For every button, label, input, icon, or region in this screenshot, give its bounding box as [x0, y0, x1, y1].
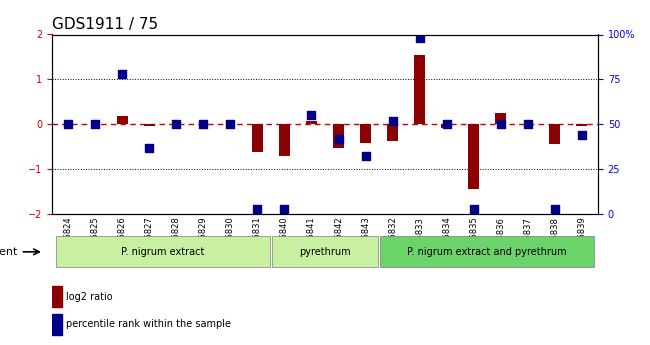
FancyBboxPatch shape: [56, 236, 270, 267]
Text: agent: agent: [0, 247, 18, 257]
Point: [415, 35, 425, 41]
Point: [225, 121, 235, 127]
Text: P. nigrum extract and pyrethrum: P. nigrum extract and pyrethrum: [408, 247, 567, 257]
Text: pyrethrum: pyrethrum: [299, 247, 351, 257]
Point: [171, 121, 181, 127]
Point: [280, 206, 290, 211]
FancyBboxPatch shape: [272, 236, 378, 267]
Bar: [279, 124, 290, 157]
Point: [577, 132, 587, 138]
Text: percentile rank within the sample: percentile rank within the sample: [66, 319, 231, 329]
Bar: [306, 121, 317, 124]
Bar: [441, 124, 452, 128]
Bar: [414, 55, 425, 124]
FancyBboxPatch shape: [380, 236, 594, 267]
Text: log2 ratio: log2 ratio: [66, 292, 112, 302]
Point: [387, 118, 398, 124]
Point: [495, 121, 506, 127]
Point: [360, 154, 370, 159]
Point: [252, 206, 263, 211]
Point: [144, 145, 155, 150]
Point: [306, 112, 317, 118]
Bar: [549, 124, 560, 144]
Bar: [387, 124, 398, 141]
Point: [441, 121, 452, 127]
Point: [63, 121, 73, 127]
Bar: [468, 124, 479, 189]
Bar: [52, 286, 62, 307]
Bar: [333, 124, 344, 148]
Bar: [360, 124, 371, 143]
Text: P. nigrum extract: P. nigrum extract: [121, 247, 205, 257]
Point: [90, 121, 101, 127]
Point: [523, 121, 533, 127]
Point: [198, 121, 209, 127]
Point: [549, 206, 560, 211]
Bar: [252, 124, 263, 152]
Bar: [117, 116, 127, 124]
Point: [117, 71, 127, 77]
Point: [333, 136, 344, 141]
Bar: [495, 113, 506, 124]
Bar: [144, 124, 155, 126]
Point: [469, 206, 479, 211]
Bar: [577, 124, 587, 126]
Text: GDS1911 / 75: GDS1911 / 75: [52, 17, 158, 32]
Bar: [52, 314, 62, 335]
